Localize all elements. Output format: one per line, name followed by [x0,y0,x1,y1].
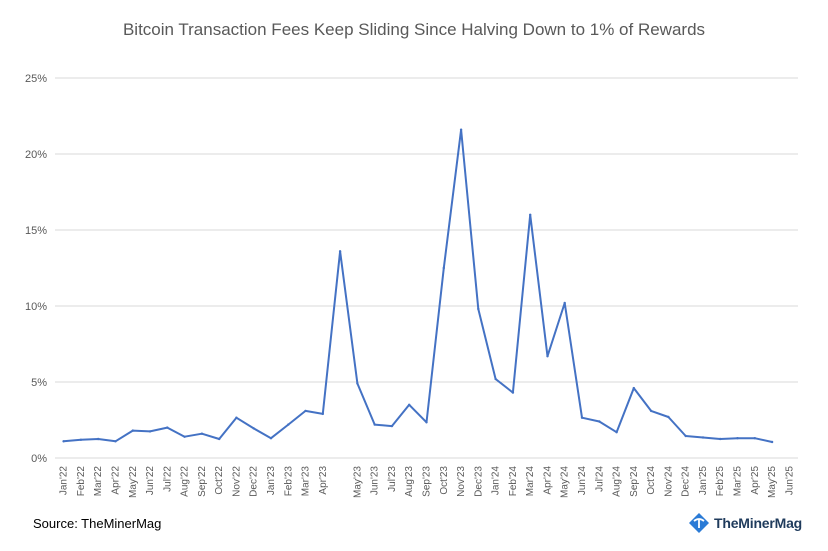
x-tick-label: Nov'24 [663,466,674,497]
x-tick-label: Mar'23 [301,466,312,497]
data-point [97,437,100,441]
x-tick-label: Jan'22 [59,466,70,496]
x-tick-label: Apr'23 [318,466,329,495]
data-point [529,213,532,216]
data-point [304,409,307,413]
data-point [598,420,601,423]
data-point [252,427,255,430]
x-tick-label: Aug'22 [180,466,191,497]
x-tick-label: Feb'22 [76,466,87,497]
data-point [701,436,705,439]
data-point [563,301,566,305]
x-tick-label: Feb'25 [715,466,726,497]
x-tick-label: May'25 [767,466,778,498]
data-point [356,382,359,385]
x-tick-label: Apr'22 [110,466,121,495]
y-tick-label: 0% [31,453,47,465]
data-point [580,416,584,419]
x-tick-label: Mar'25 [733,466,744,497]
data-point [425,421,428,424]
data-point [736,437,739,440]
data-point [649,409,653,413]
x-tick-label: Sep'23 [422,466,433,497]
data-point [338,250,342,253]
y-tick-label: 20% [25,149,47,161]
data-point [408,403,411,406]
data-point [770,440,774,444]
x-tick-label: Feb'24 [508,466,519,497]
x-tick-label: Apr'24 [542,466,553,495]
data-point [719,437,722,441]
x-tick-label: Dec'23 [473,466,484,497]
y-tick-label: 10% [25,301,47,313]
x-tick-label: Apr'25 [750,466,761,495]
data-point [321,412,324,416]
x-tick-label: Feb'23 [283,466,294,497]
x-tick-label: Jun'25 [784,466,795,496]
data-point [477,307,480,311]
y-tick-label: 15% [25,225,47,237]
x-tick-label: Aug'24 [612,466,623,497]
y-tick-label: 5% [31,377,47,389]
x-tick-label: Jan'23 [266,466,277,496]
data-point [459,128,463,131]
pickaxe-logo-icon [689,513,709,533]
data-point [442,266,445,270]
x-tick-label: Jun'23 [370,466,381,496]
x-tick-label: Mar'22 [93,466,104,497]
data-point [200,432,204,435]
data-point [632,386,635,390]
x-tick-label: Jan'25 [698,466,709,496]
data-point [269,437,273,440]
data-point [287,423,290,426]
x-tick-label: Mar'24 [525,466,536,497]
data-point [79,438,83,441]
data-point [148,430,152,433]
x-tick-label: May'23 [352,466,363,498]
data-point [373,423,376,426]
x-tick-label: Aug'23 [404,466,415,497]
x-tick-label: Jan'24 [491,466,502,496]
x-tick-label: Oct'24 [646,466,657,495]
data-point [218,437,221,441]
x-tick-label: Dec'22 [249,466,260,497]
data-point [235,416,238,419]
x-tick-label: May'24 [560,466,571,498]
x-tick-label: Oct'23 [439,466,450,495]
data-point [62,440,65,443]
x-tick-label: Jul'24 [594,466,605,492]
x-tick-label: Nov'23 [456,466,467,497]
x-tick-label: Jun'24 [577,466,588,496]
data-point [390,424,394,428]
data-point [753,437,756,440]
data-point [667,415,670,419]
x-tick-label: Dec'24 [681,466,692,497]
data-point [166,426,169,429]
x-tick-label: Jul'23 [387,466,398,492]
data-point [183,435,186,438]
x-tick-label: Nov'22 [231,466,242,497]
chart-title: Bitcoin Transaction Fees Keep Sliding Si… [122,20,706,39]
logo-text: TheMinerMag [714,515,803,531]
series-line [62,128,774,443]
x-tick-label: Jun'22 [145,466,156,496]
x-tick-label: Oct'22 [214,466,225,495]
data-point [131,429,134,432]
data-point [114,440,117,443]
x-tick-label: May'22 [128,466,139,498]
brand-logo: TheMinerMag [688,512,802,534]
data-point [684,434,687,438]
data-point [511,391,515,394]
y-tick-label: 25% [25,73,47,85]
x-tick-label: Jul'22 [162,466,173,492]
x-tick-label: Sep'22 [197,466,208,497]
x-tick-label: Sep'24 [629,466,640,497]
data-point [615,431,618,434]
source-note: Source: TheMinerMag [33,516,162,531]
data-point [546,355,549,358]
data-point [494,377,497,381]
